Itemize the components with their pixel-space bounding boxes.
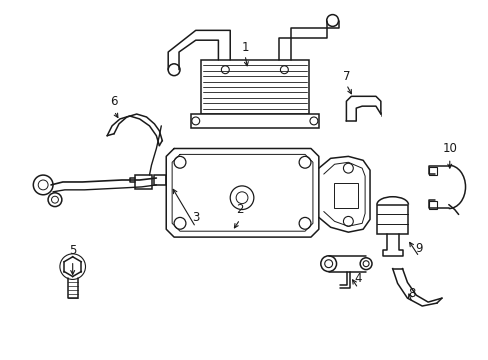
Text: 3: 3 xyxy=(192,211,199,224)
Text: 1: 1 xyxy=(241,41,248,54)
Bar xyxy=(135,175,152,189)
Text: 5: 5 xyxy=(69,244,76,257)
Text: 6: 6 xyxy=(110,95,118,108)
Text: 7: 7 xyxy=(342,70,349,83)
Text: 4: 4 xyxy=(354,272,361,285)
Bar xyxy=(200,60,308,114)
Bar xyxy=(428,201,436,208)
Text: 10: 10 xyxy=(442,142,456,155)
Bar xyxy=(376,204,407,234)
Text: 9: 9 xyxy=(415,242,422,255)
Bar xyxy=(190,114,318,128)
Bar xyxy=(154,175,166,185)
Text: 8: 8 xyxy=(408,287,415,300)
Bar xyxy=(428,167,436,175)
Bar xyxy=(333,183,358,208)
Text: 2: 2 xyxy=(236,203,244,216)
